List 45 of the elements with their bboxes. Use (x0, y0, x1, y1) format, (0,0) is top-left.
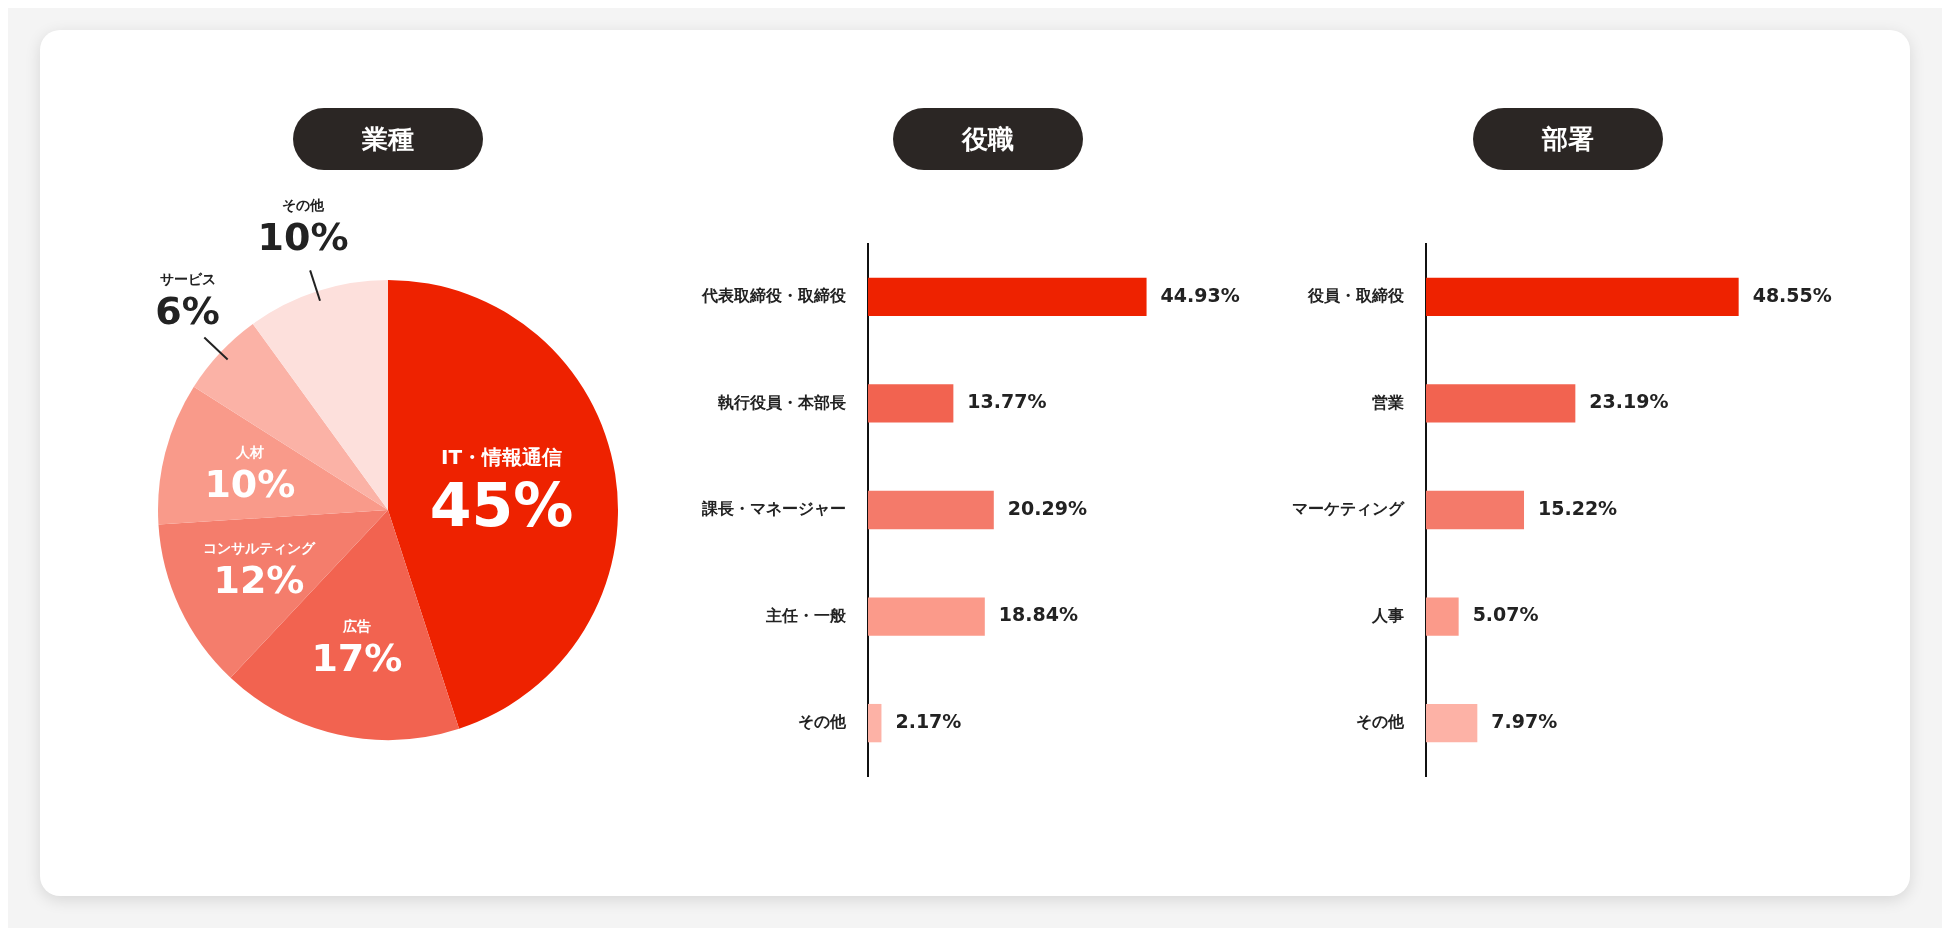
y-tick-label: 課長・マネージャー (701, 499, 846, 519)
data-label: 12% (213, 557, 305, 602)
data-label: 6% (155, 288, 220, 333)
data-label: 18.84% (998, 603, 1078, 626)
data-label: 44.93% (1160, 283, 1240, 306)
chart-title: 役職 (893, 108, 1083, 170)
bar (1426, 703, 1478, 743)
chart-title: 業種 (293, 108, 483, 170)
y-tick-label: その他 (798, 712, 847, 732)
slice-label: サービス (159, 270, 216, 287)
data-label: 17% (311, 636, 403, 681)
data-label: 13.77% (967, 390, 1047, 413)
bar (1426, 277, 1739, 317)
bar (1426, 384, 1576, 423)
bar (868, 490, 994, 530)
data-label: 20.29% (1007, 496, 1087, 519)
bar (868, 384, 954, 423)
y-tick-label: 人事 (1371, 605, 1404, 625)
bar (868, 703, 882, 743)
data-label: 45% (429, 470, 574, 541)
chart-title: 部署 (1473, 108, 1663, 170)
y-tick-label: 主任・一般 (765, 605, 847, 625)
slice-label: その他 (282, 197, 326, 214)
data-label: 5.07% (1472, 603, 1539, 626)
data-label: 15.22% (1538, 496, 1618, 519)
bar (868, 277, 1147, 317)
y-tick-label: 執行役員・本部長 (717, 392, 846, 412)
slice-label: 人材 (234, 443, 264, 460)
data-label: 10% (257, 215, 349, 260)
y-tick-label: その他 (1356, 712, 1405, 732)
bar (868, 597, 985, 636)
y-tick-label: 営業 (1372, 392, 1404, 412)
bar (1426, 490, 1525, 530)
data-label: 7.97% (1491, 710, 1558, 733)
bar (1426, 597, 1459, 636)
data-label: 48.55% (1752, 283, 1832, 306)
slice-label: IT・情報通信 (441, 445, 563, 470)
slice-label: コンサルティング (202, 539, 316, 556)
y-tick-label: 役員・取締役 (1307, 286, 1405, 306)
data-label: 2.17% (895, 710, 962, 733)
data-label: 10% (204, 461, 296, 506)
y-tick-label: 代表取締役・取締役 (701, 286, 847, 306)
y-tick-label: マーケティング (1292, 499, 1405, 519)
slice-label: 広告 (341, 618, 371, 635)
data-label: 23.19% (1589, 390, 1669, 413)
